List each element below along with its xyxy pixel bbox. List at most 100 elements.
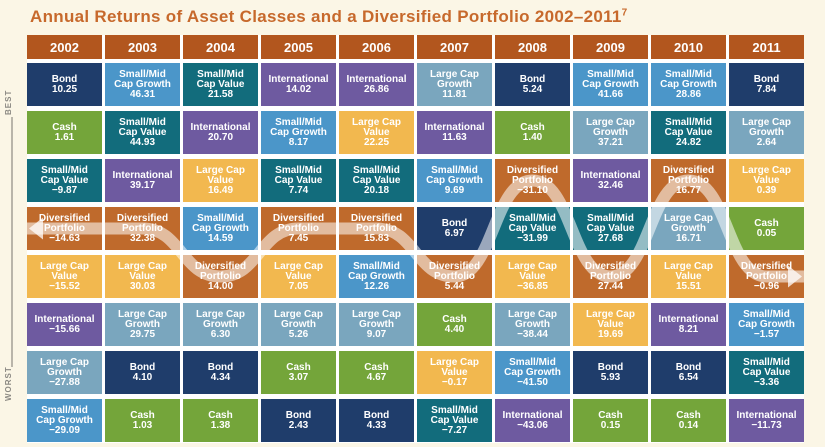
asset-name: Large Cap Value — [742, 164, 791, 186]
asset-cell: Small/Mid Cap Value −3.36 — [729, 351, 804, 394]
asset-return: 19.69 — [597, 328, 624, 340]
asset-cell: Bond 4.33 — [339, 399, 414, 442]
year-column: 2007 Large Cap Growth 11.81 International 11… — [417, 35, 492, 443]
asset-return: 37.21 — [597, 136, 624, 148]
year-header: 2003 — [105, 35, 180, 59]
asset-name: Small/Mid Cap Value — [196, 68, 245, 90]
asset-name: Cash — [442, 313, 467, 325]
asset-name: Large Cap Value — [40, 260, 89, 282]
year-column: 2009 Small/Mid Cap Growth 41.66 Large Cap G… — [573, 35, 648, 443]
asset-cell: Cash 0.15 — [573, 399, 648, 442]
year-header: 2007 — [417, 35, 492, 59]
asset-cell: Small/Mid Cap Growth 14.59 — [183, 207, 258, 250]
asset-name: Small/Mid Cap Growth — [36, 404, 93, 426]
asset-return: 6.30 — [210, 328, 231, 340]
asset-return: 21.58 — [207, 88, 234, 100]
asset-cell: Cash 0.05 — [729, 207, 804, 250]
asset-cell: International 32.46 — [573, 159, 648, 202]
asset-return: 4.10 — [132, 371, 153, 383]
asset-cell: Large Cap Growth 16.71 — [651, 207, 726, 250]
asset-name: Large Cap Value — [352, 116, 401, 138]
asset-return: 9.69 — [444, 184, 465, 196]
asset-name: Small/Mid Cap Growth — [582, 68, 639, 90]
asset-cell: Small/Mid Cap Growth 8.17 — [261, 111, 336, 154]
asset-cell: Small/Mid Cap Growth 9.69 — [417, 159, 492, 202]
asset-return: 0.15 — [600, 419, 621, 431]
asset-return: 11.81 — [442, 88, 467, 100]
asset-return: 10.25 — [51, 83, 78, 95]
asset-cell: Large Cap Value 0.39 — [729, 159, 804, 202]
asset-return: −43.06 — [517, 419, 548, 431]
asset-name: Diversified Portfolio — [428, 260, 481, 282]
year-header: 2011 — [729, 35, 804, 59]
asset-return: 12.26 — [363, 280, 390, 292]
asset-return: 5.44 — [444, 280, 465, 292]
year-column: 2002 Bond 10.25 Cash 1.61 Small/Mid Cap Value… — [27, 35, 102, 443]
asset-name: International — [424, 121, 485, 133]
asset-name: Large Cap Value — [430, 356, 479, 378]
asset-return: 2.64 — [756, 136, 777, 148]
asset-cell: Small/Mid Cap Value 24.82 — [651, 111, 726, 154]
asset-return: −29.09 — [49, 424, 80, 436]
asset-name: Large Cap Growth — [118, 308, 167, 330]
asset-cell: Small/Mid Cap Value 21.58 — [183, 63, 258, 106]
asset-name: Cash — [286, 361, 311, 373]
asset-return: 7.74 — [288, 184, 309, 196]
asset-return: 27.68 — [597, 232, 624, 244]
asset-cell: Diversified Portfolio −31.10 — [495, 159, 570, 202]
year-header: 2002 — [27, 35, 102, 59]
asset-name: Small/Mid Cap Growth — [348, 260, 405, 282]
asset-cell: Bond 7.84 — [729, 63, 804, 106]
asset-name: Small/Mid Cap Growth — [192, 212, 249, 234]
asset-name: Large Cap Growth — [508, 308, 557, 330]
asset-return: −3.36 — [753, 376, 780, 388]
asset-name: Large Cap Growth — [430, 68, 479, 90]
asset-cell: Diversified Portfolio −0.96 — [729, 255, 804, 298]
asset-cell: International 11.63 — [417, 111, 492, 154]
asset-name: Diversified Portfolio — [272, 212, 325, 234]
asset-cell: International 20.70 — [183, 111, 258, 154]
asset-cell: Large Cap Value 30.03 — [105, 255, 180, 298]
asset-return: −0.96 — [753, 280, 780, 292]
asset-return: 14.00 — [207, 280, 234, 292]
asset-cell: Small/Mid Cap Value 27.68 — [573, 207, 648, 250]
asset-name: Diversified Portfolio — [506, 164, 559, 186]
asset-return: 2.43 — [288, 419, 309, 431]
asset-name: Cash — [676, 409, 701, 421]
asset-name: Small/Mid Cap Value — [586, 212, 635, 234]
asset-name: International — [190, 121, 251, 133]
asset-cell: Large Cap Growth 37.21 — [573, 111, 648, 154]
asset-name: Cash — [52, 121, 77, 133]
asset-return: 44.93 — [129, 136, 156, 148]
asset-name: Small/Mid Cap Value — [508, 212, 557, 234]
asset-cell: Cash 1.03 — [105, 399, 180, 442]
asset-name: Diversified Portfolio — [350, 212, 403, 234]
asset-name: Cash — [754, 217, 779, 229]
rank-axis-line — [11, 117, 13, 367]
asset-return: −7.27 — [441, 424, 468, 436]
asset-cell: Small/Mid Cap Value −31.99 — [495, 207, 570, 250]
asset-name: Large Cap Value — [508, 260, 557, 282]
asset-return: 20.70 — [207, 131, 234, 143]
asset-cell: Bond 4.34 — [183, 351, 258, 394]
asset-name: Bond — [519, 73, 546, 85]
asset-name: Large Cap Value — [664, 260, 713, 282]
asset-name: Large Cap Growth — [586, 116, 635, 138]
asset-cell: Diversified Portfolio −14.63 — [27, 207, 102, 250]
asset-name: Cash — [364, 361, 389, 373]
asset-cell: Large Cap Growth −27.88 — [27, 351, 102, 394]
asset-cell: Bond 6.54 — [651, 351, 726, 394]
asset-cell: Small/Mid Cap Value −9.87 — [27, 159, 102, 202]
asset-return: 0.14 — [678, 419, 699, 431]
asset-cell: Small/Mid Cap Growth 28.86 — [651, 63, 726, 106]
asset-return: 26.86 — [363, 83, 390, 95]
rank-axis: BEST WORST — [0, 59, 24, 443]
asset-name: International — [658, 313, 719, 325]
asset-cell: Cash 0.14 — [651, 399, 726, 442]
year-header: 2009 — [573, 35, 648, 59]
asset-return: 41.66 — [597, 88, 624, 100]
asset-name: Diversified Portfolio — [740, 260, 793, 282]
year-column: 2006 International 26.86 Large Cap Value 22.… — [339, 35, 414, 443]
asset-name: Large Cap Growth — [742, 116, 791, 138]
asset-name: Bond — [207, 361, 234, 373]
